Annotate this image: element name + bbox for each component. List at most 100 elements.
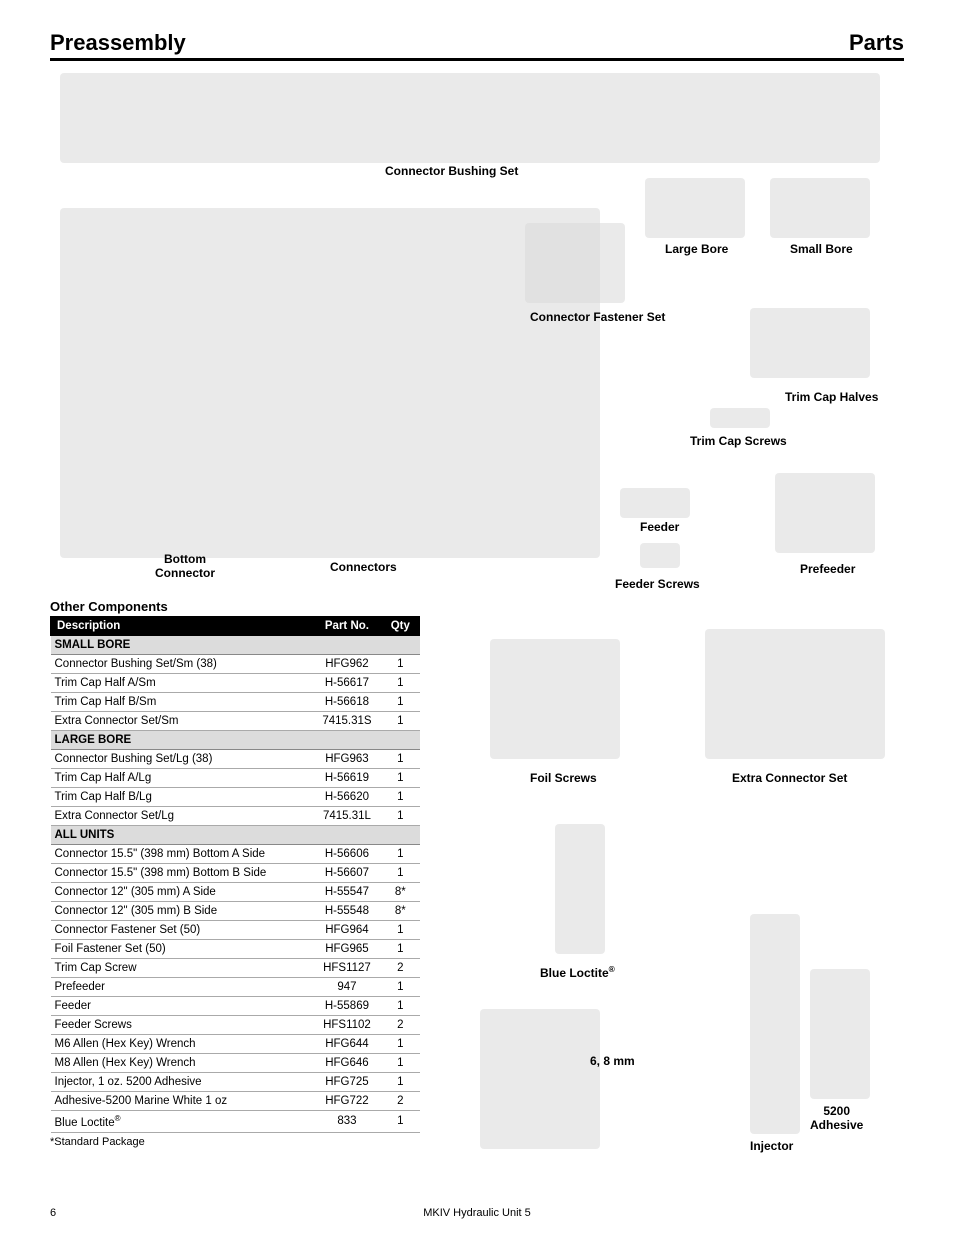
section-row: LARGE BORE	[51, 731, 420, 750]
cell-partno: HFS1102	[313, 1016, 381, 1035]
label-5200-adhesive: 5200 Adhesive	[810, 1104, 863, 1132]
cell-description: Feeder Screws	[51, 1016, 313, 1035]
header-left: Preassembly	[50, 30, 186, 56]
cell-description: Injector, 1 oz. 5200 Adhesive	[51, 1073, 313, 1092]
table-wrap: Other Components Description Part No. Qt…	[50, 599, 420, 1148]
table-row: Connector 15.5" (398 mm) Bottom A SideH-…	[51, 845, 420, 864]
trim-cap-halves-art	[750, 308, 870, 378]
table-row: Extra Connector Set/Sm7415.31S1	[51, 712, 420, 731]
cell-partno: H-56607	[313, 864, 381, 883]
cell-qty: 1	[381, 674, 419, 693]
section-row: ALL UNITS	[51, 826, 420, 845]
large-bore-art	[645, 178, 745, 238]
cell-partno: HFS1127	[313, 959, 381, 978]
label-injector: Injector	[750, 1139, 793, 1153]
hex-wrench-art	[480, 1009, 600, 1149]
bushing-set-art	[60, 73, 880, 163]
table-row: Connector 15.5" (398 mm) Bottom B SideH-…	[51, 864, 420, 883]
cell-description: Feeder	[51, 997, 313, 1016]
cell-qty: 1	[381, 788, 419, 807]
cell-description: Connector 15.5" (398 mm) Bottom A Side	[51, 845, 313, 864]
cell-partno: HFG963	[313, 750, 381, 769]
cell-partno: H-56619	[313, 769, 381, 788]
cell-description: Extra Connector Set/Sm	[51, 712, 313, 731]
table-row: Blue Loctite®8331	[51, 1111, 420, 1133]
cell-qty: 1	[381, 864, 419, 883]
cell-qty: 1	[381, 750, 419, 769]
table-row: M6 Allen (Hex Key) WrenchHFG6441	[51, 1035, 420, 1054]
cell-description: Trim Cap Half B/Lg	[51, 788, 313, 807]
cell-partno: H-56617	[313, 674, 381, 693]
cell-qty: 8*	[381, 902, 419, 921]
label-trim-cap-screws: Trim Cap Screws	[690, 435, 787, 449]
cell-qty: 1	[381, 807, 419, 826]
section-title: LARGE BORE	[51, 731, 420, 750]
cell-description: Trim Cap Half A/Sm	[51, 674, 313, 693]
cell-description: Connector 12" (305 mm) A Side	[51, 883, 313, 902]
cell-partno: H-55548	[313, 902, 381, 921]
cell-description: M6 Allen (Hex Key) Wrench	[51, 1035, 313, 1054]
label-connector-fastener-set: Connector Fastener Set	[530, 311, 665, 325]
table-row: Trim Cap Half B/SmH-566181	[51, 693, 420, 712]
cell-partno: 833	[313, 1111, 381, 1133]
table-body: SMALL BOREConnector Bushing Set/Sm (38)H…	[51, 636, 420, 1133]
cell-qty: 1	[381, 769, 419, 788]
label-connector-bushing-set: Connector Bushing Set	[385, 165, 518, 179]
cell-partno: 7415.31S	[313, 712, 381, 731]
parts-table: Description Part No. Qty SMALL BOREConne…	[50, 616, 420, 1133]
cell-partno: HFG962	[313, 655, 381, 674]
table-row: Feeder ScrewsHFS11022	[51, 1016, 420, 1035]
cell-partno: H-56620	[313, 788, 381, 807]
label-feeder: Feeder	[640, 521, 679, 535]
table-row: Trim Cap ScrewHFS11272	[51, 959, 420, 978]
trim-cap-screws-art	[710, 408, 770, 428]
cell-partno: H-55547	[313, 883, 381, 902]
table-row: Connector Fastener Set (50)HFG9641	[51, 921, 420, 940]
doc-title: MKIV Hydraulic Unit 5	[50, 1207, 904, 1219]
cell-description: Adhesive-5200 Marine White 1 oz	[51, 1092, 313, 1111]
label-large-bore: Large Bore	[665, 243, 728, 257]
feeder-screws-art	[640, 543, 680, 568]
label-extra-connector-set: Extra Connector Set	[732, 771, 847, 785]
table-row: Injector, 1 oz. 5200 AdhesiveHFG7251	[51, 1073, 420, 1092]
cell-description: Trim Cap Half A/Lg	[51, 769, 313, 788]
adhesive-art	[810, 969, 870, 1099]
cell-partno: H-55869	[313, 997, 381, 1016]
footnote: *Standard Package	[50, 1136, 420, 1148]
cell-qty: 1	[381, 997, 419, 1016]
cell-partno: HFG725	[313, 1073, 381, 1092]
cell-qty: 1	[381, 921, 419, 940]
cell-description: Trim Cap Screw	[51, 959, 313, 978]
cell-qty: 8*	[381, 883, 419, 902]
cell-qty: 2	[381, 959, 419, 978]
cell-qty: 1	[381, 1054, 419, 1073]
cell-partno: HFG965	[313, 940, 381, 959]
cell-partno: H-56606	[313, 845, 381, 864]
label-feeder-screws: Feeder Screws	[615, 578, 700, 592]
table-row: Trim Cap Half B/LgH-566201	[51, 788, 420, 807]
label-hex-size: 6, 8 mm	[590, 1054, 635, 1068]
cell-partno: HFG646	[313, 1054, 381, 1073]
table-row: Adhesive-5200 Marine White 1 ozHFG7222	[51, 1092, 420, 1111]
table-head: Description Part No. Qty	[51, 617, 420, 636]
cell-partno: 947	[313, 978, 381, 997]
cell-description: Prefeeder	[51, 978, 313, 997]
cell-qty: 2	[381, 1092, 419, 1111]
cell-partno: HFG964	[313, 921, 381, 940]
label-connectors: Connectors	[330, 561, 397, 575]
cell-qty: 1	[381, 1035, 419, 1054]
cell-description: Connector Bushing Set/Lg (38)	[51, 750, 313, 769]
injector-art	[750, 914, 800, 1134]
col-qty: Qty	[381, 617, 419, 636]
content-row: Other Components Description Part No. Qt…	[50, 599, 904, 1148]
cell-qty: 1	[381, 655, 419, 674]
section-row: SMALL BORE	[51, 636, 420, 655]
table-row: Connector Bushing Set/Sm (38)HFG9621	[51, 655, 420, 674]
cell-partno: 7415.31L	[313, 807, 381, 826]
table-row: Trim Cap Half A/SmH-566171	[51, 674, 420, 693]
section-title: ALL UNITS	[51, 826, 420, 845]
header-right: Parts	[849, 30, 904, 56]
label-small-bore: Small Bore	[790, 243, 853, 257]
cell-description: M8 Allen (Hex Key) Wrench	[51, 1054, 313, 1073]
table-row: Trim Cap Half A/LgH-566191	[51, 769, 420, 788]
